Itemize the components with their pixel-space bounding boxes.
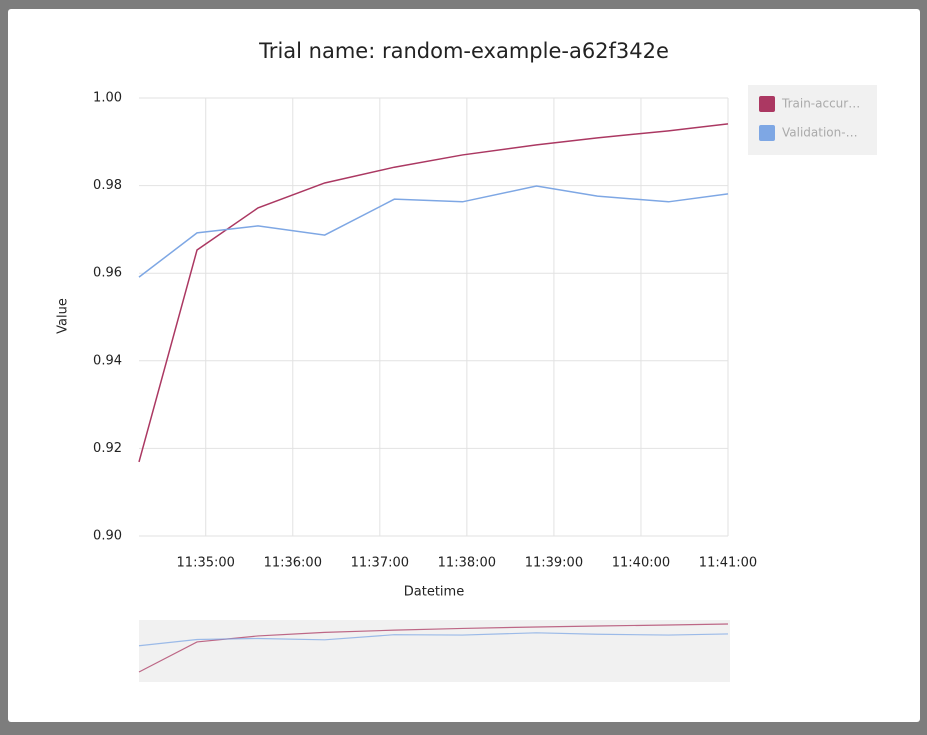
navigator xyxy=(139,620,730,682)
legend-label: Train-accur… xyxy=(781,97,860,111)
y-tick-label: 1.00 xyxy=(93,91,122,106)
x-tick-label: 11:35:00 xyxy=(177,556,235,571)
dialog xyxy=(8,9,920,722)
x-tick-label: 11:41:00 xyxy=(699,556,757,571)
legend-swatch xyxy=(759,125,775,141)
y-tick-label: 0.90 xyxy=(93,529,122,544)
y-tick-label: 0.98 xyxy=(93,178,122,193)
x-tick-label: 11:36:00 xyxy=(264,556,322,571)
y-tick-label: 0.94 xyxy=(93,353,122,368)
x-tick-label: 11:38:00 xyxy=(438,556,496,571)
chart-title: Trial name: random-example-a62f342e xyxy=(258,39,669,63)
x-tick-label: 11:40:00 xyxy=(612,556,670,571)
y-tick-label: 0.92 xyxy=(93,441,122,456)
legend xyxy=(748,85,877,155)
legend-label: Validation-… xyxy=(782,126,858,140)
y-axis-label: Value xyxy=(56,298,71,334)
x-axis-label: Datetime xyxy=(404,585,464,600)
x-tick-label: 11:37:00 xyxy=(351,556,409,571)
series-line xyxy=(138,185,729,278)
y-tick-label: 0.96 xyxy=(93,266,122,281)
legend-swatch xyxy=(759,96,775,112)
x-tick-label: 11:39:00 xyxy=(525,556,583,571)
navigator-line xyxy=(138,632,729,647)
